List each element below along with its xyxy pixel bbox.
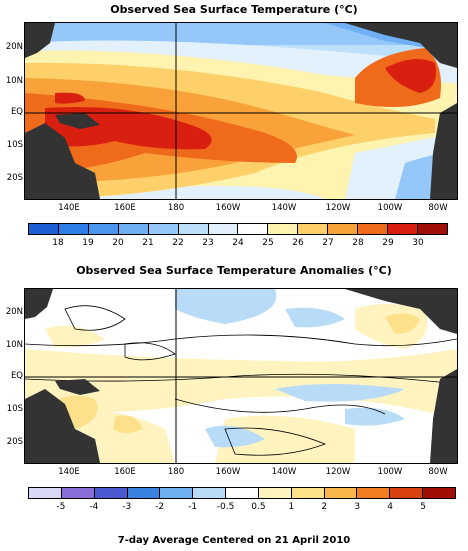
colorbar-swatch [328,224,359,234]
colorbar-tick-label: -1 [188,502,198,512]
colorbar-tick-label: 22 [172,238,184,248]
colorbar-tick-label: -0.5 [216,502,235,512]
anomaly-lon-label: 140W [271,467,297,477]
colorbar-tick-label: 24 [232,238,244,248]
anomaly-lon-label: 140E [58,467,80,477]
colorbar-tick-label: 30 [412,238,424,248]
anomaly-lat-label: 20N [5,307,23,317]
sst-map [24,22,458,200]
colorbar-swatch [357,488,391,498]
sst-lon-label: 140E [58,203,80,213]
colorbar-swatch [29,224,59,234]
colorbar-swatch [324,488,358,498]
sst-lon-label: 160W [215,203,241,213]
colorbar-tick-label: 27 [322,238,334,248]
colorbar-swatch [388,224,418,234]
colorbar-swatch [58,224,89,234]
anomaly-lon-label: 80W [428,467,448,477]
sst-lat-label: 10N [5,76,23,86]
colorbar-swatch [88,224,119,234]
sst-lon-label: 160E [114,203,136,213]
footer-caption: 7-day Average Centered on 21 April 2010 [117,535,351,546]
colorbar-swatch [29,488,62,498]
colorbar-swatch [193,488,227,498]
colorbar-swatch [258,488,292,498]
colorbar-swatch [423,488,455,498]
colorbar-tick-label: -3 [122,502,132,512]
sst-lat-label: 20N [5,42,23,52]
colorbar-tick-label: 19 [82,238,94,248]
colorbar-tick-label: 5 [420,502,426,512]
anomaly-lon-label: 160E [114,467,136,477]
anomaly-lat-label: 10N [5,340,23,350]
sst-lon-label: 180 [167,203,185,213]
anomaly-lon-label: 180 [167,467,185,477]
sst-lat-label: 10S [6,140,23,150]
colorbar-tick-label: -4 [89,502,99,512]
anomaly-colorbar [28,487,456,499]
anomaly-map [24,288,458,464]
colorbar-swatch [238,224,269,234]
anomaly-lon-label: 100W [377,467,403,477]
anomaly-lon-label: 120W [325,467,351,477]
anomaly-lat-label: EQ [10,371,23,381]
colorbar-tick-label: 18 [52,238,64,248]
colorbar-tick-label: 3 [354,502,361,512]
colorbar-swatch [226,488,259,498]
anomaly-lat-label: 20S [6,437,23,447]
colorbar-tick-label: 28 [352,238,364,248]
sst-lon-label: 80W [428,203,448,213]
sst-lon-label: 140W [271,203,297,213]
colorbar-swatch [118,224,149,234]
sst-lon-label: 120W [325,203,351,213]
colorbar-tick-label: -2 [155,502,165,512]
colorbar-tick-label: 4 [387,502,393,512]
colorbar-swatch [268,224,299,234]
sst-title: Observed Sea Surface Temperature (°C) [110,3,358,16]
colorbar-tick-label: 21 [142,238,154,248]
colorbar-tick-label: 25 [262,238,274,248]
colorbar-swatch [417,224,447,234]
sst-lon-label: 100W [377,203,403,213]
colorbar-swatch [61,488,95,498]
colorbar-swatch [160,488,194,498]
colorbar-tick-label: -5 [56,502,66,512]
colorbar-swatch [148,224,179,234]
colorbar-swatch [127,488,161,498]
anomaly-lat-label: 10S [6,404,23,414]
colorbar-swatch [208,224,239,234]
colorbar-swatch [358,224,389,234]
anomaly-lon-label: 160W [215,467,241,477]
anomaly-title: Observed Sea Surface Temperature Anomali… [76,264,392,277]
colorbar-tick-label: 0.5 [251,502,266,512]
sst-lat-label: EQ [10,107,23,117]
colorbar-swatch [94,488,128,498]
colorbar-swatch [298,224,329,234]
colorbar-swatch [390,488,424,498]
colorbar-tick-label: 1 [288,502,295,512]
colorbar-tick-label: 26 [292,238,304,248]
colorbar-tick-label: 20 [112,238,124,248]
colorbar-tick-label: 29 [382,238,394,248]
sst-colorbar [28,223,448,235]
sst-lat-label: 20S [6,173,23,183]
colorbar-swatch [178,224,209,234]
colorbar-tick-label: 23 [202,238,214,248]
colorbar-tick-label: 2 [321,502,328,512]
colorbar-swatch [291,488,325,498]
